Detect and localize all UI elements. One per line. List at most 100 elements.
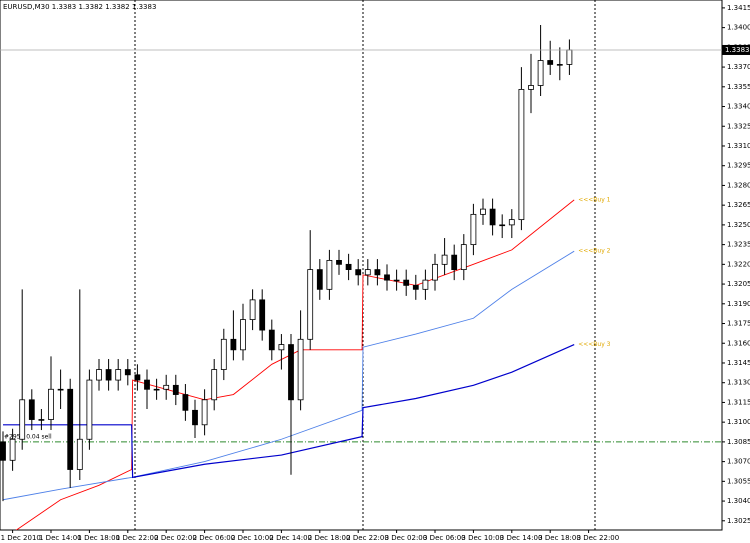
candle-body <box>96 369 102 381</box>
y-tick-label: 1.3265 <box>727 201 750 209</box>
candle-body <box>182 394 189 411</box>
candle-body <box>153 388 160 391</box>
candle-body <box>163 384 170 390</box>
y-tick-label: 1.3250 <box>727 221 750 229</box>
candle-body <box>355 269 362 276</box>
plot-frame <box>0 0 723 531</box>
y-tick-label: 1.3295 <box>727 162 750 170</box>
candle-body <box>201 399 208 426</box>
candle-body <box>489 208 496 226</box>
x-tick-label: 2 Dec 18:00 <box>308 534 351 542</box>
candle-body <box>220 338 227 370</box>
candle-body <box>345 263 352 271</box>
candle-body <box>297 338 304 401</box>
candle-body <box>249 299 256 320</box>
candle-body <box>307 269 314 340</box>
line-label: <<<Buy 3 <box>578 341 610 348</box>
candle-body <box>316 269 323 290</box>
candle-body <box>336 259 342 265</box>
y-tick-label: 1.3340 <box>727 103 750 111</box>
y-tick-label: 1.3085 <box>727 438 750 446</box>
plot: #2953 0.04 sell <box>0 24 722 530</box>
candle-body <box>0 441 6 461</box>
candle-body <box>441 254 448 265</box>
candle-body <box>240 319 246 351</box>
candle-body <box>172 384 179 395</box>
x-tick-label: 2 Dec 14:00 <box>269 534 312 542</box>
x-tick-label: 3 Dec 02:00 <box>385 534 428 542</box>
x-tick-label: 2 Dec 06:00 <box>193 534 236 542</box>
candle-body <box>384 274 390 281</box>
candle-body <box>259 299 266 331</box>
candle-body <box>412 284 419 290</box>
y-tick-label: 1.3190 <box>727 300 750 308</box>
y-tick-label: 1.3040 <box>727 497 750 505</box>
candle-body <box>499 224 506 227</box>
candle-body <box>508 219 515 226</box>
line-label: <<<Buy 2 <box>578 248 610 255</box>
y-tick-label: 1.3220 <box>727 260 750 268</box>
x-tick-label: 3 Dec 10:00 <box>461 534 504 542</box>
y-tick-label: 1.3310 <box>727 142 750 150</box>
candle-body <box>460 244 467 271</box>
x-tick-label: 2 Dec 10:00 <box>231 534 274 542</box>
candle-body <box>19 399 26 440</box>
y-tick-label: 1.3205 <box>727 280 750 288</box>
y-tick-label: 1.3415 <box>727 4 750 12</box>
candle-body <box>566 49 573 65</box>
x-tick-label: 3 Dec 14:00 <box>500 534 543 542</box>
candle-body <box>518 89 525 221</box>
y-tick-label: 1.3100 <box>727 418 750 426</box>
candle-body <box>470 213 477 246</box>
y-tick-label: 1.3235 <box>727 241 750 249</box>
candle-body <box>403 279 410 286</box>
candle-body <box>230 338 237 351</box>
y-tick-label: 1.3400 <box>727 24 750 32</box>
candle-body <box>28 399 35 420</box>
candle-body <box>105 369 112 381</box>
candle-body <box>38 419 45 421</box>
candle-body <box>528 85 534 90</box>
candle-body <box>192 409 198 426</box>
candle-body <box>86 379 93 440</box>
indicator-line <box>2 250 575 501</box>
price-box <box>722 44 750 55</box>
price-label: 1.3383 <box>725 46 750 54</box>
candle-body <box>211 369 218 401</box>
y-tick-label: 1.3070 <box>727 458 750 466</box>
y-tick-label: 1.3355 <box>727 83 750 91</box>
candle-body <box>451 254 458 271</box>
line-label: <<<Buy 1 <box>578 196 610 203</box>
y-tick-label: 1.3130 <box>727 379 750 387</box>
candle-body <box>144 379 150 390</box>
candle-body <box>124 369 131 376</box>
candle-body <box>67 388 74 470</box>
y-tick-label: 1.3145 <box>727 359 750 367</box>
candle-body <box>326 259 333 290</box>
candle-body <box>432 263 438 281</box>
candle-body <box>422 279 429 290</box>
candle-body <box>288 344 294 401</box>
candle-body <box>537 60 544 86</box>
candle-body <box>9 438 16 461</box>
indicator-line <box>3 344 575 479</box>
candle-body <box>393 279 400 282</box>
x-tick-label: 3 Dec 22:00 <box>577 534 620 542</box>
y-tick-label: 1.3370 <box>727 63 750 71</box>
candle-body <box>374 269 381 276</box>
candle-body <box>547 60 554 65</box>
candle-body <box>556 64 563 66</box>
x-tick-label: 1 Dec 22:00 <box>116 534 159 542</box>
candle-body <box>278 344 285 351</box>
candle-body <box>134 374 141 381</box>
y-tick-label: 1.3175 <box>727 320 750 328</box>
x-tick-label: 1 Dec 14:00 <box>39 534 82 542</box>
y-tick-label: 1.3025 <box>727 517 750 525</box>
candle-body <box>364 269 371 276</box>
x-tick-label: 3 Dec 18:00 <box>538 534 581 542</box>
candle-body <box>76 438 83 470</box>
candle-body <box>48 388 54 420</box>
x-tick-label: 3 Dec 06:00 <box>423 534 466 542</box>
x-tick-label: 2 Dec 22:00 <box>346 534 389 542</box>
